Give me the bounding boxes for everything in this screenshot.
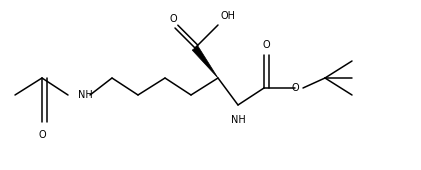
Text: NH: NH xyxy=(231,115,245,125)
Polygon shape xyxy=(192,46,218,78)
Text: O: O xyxy=(169,14,177,24)
Text: OH: OH xyxy=(221,11,235,21)
Text: O: O xyxy=(291,83,299,93)
Text: O: O xyxy=(38,130,46,140)
Text: O: O xyxy=(262,40,270,50)
Text: NH: NH xyxy=(77,90,92,100)
